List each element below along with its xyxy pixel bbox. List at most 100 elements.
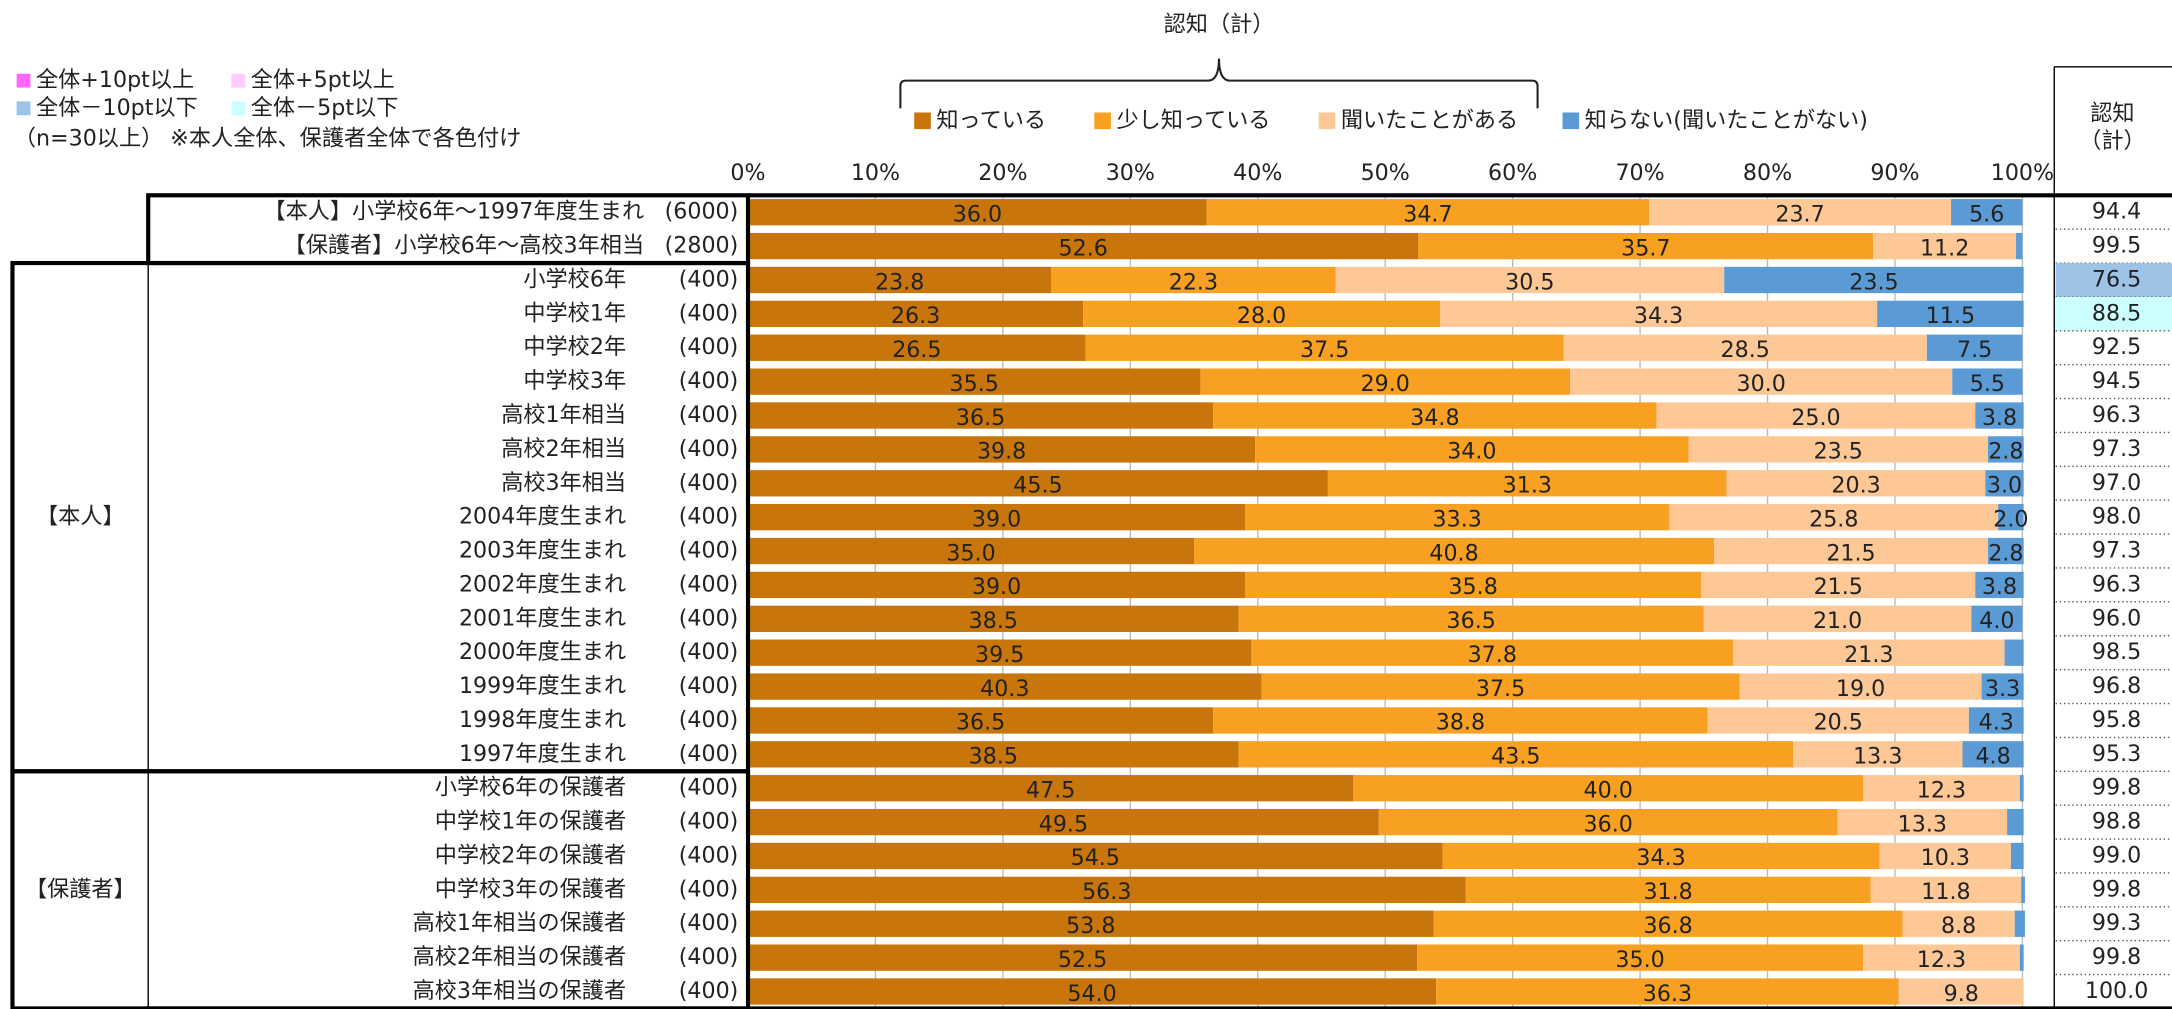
bar-segment xyxy=(1669,504,1999,531)
sample-size: (400) xyxy=(679,538,739,564)
bar-segment xyxy=(1703,605,1972,632)
row-label: 2004年度生まれ xyxy=(459,504,626,530)
x-tick-label: 30% xyxy=(1106,160,1155,186)
segment-label: 35.5 xyxy=(950,371,999,397)
x-tick-label: 60% xyxy=(1488,160,1537,186)
row-label: 【保護者】小学校6年～高校3年相当 xyxy=(284,233,645,259)
sample-size: (6000) xyxy=(665,199,739,225)
segment-label: 35.7 xyxy=(1621,235,1670,261)
segment-label: 3.8 xyxy=(1982,574,2017,600)
bar-segment xyxy=(748,504,1246,531)
total-value: 96.3 xyxy=(2092,571,2141,597)
bar-segment xyxy=(1688,436,1988,463)
sample-size: (400) xyxy=(679,402,739,428)
bar-segment xyxy=(748,470,1328,497)
x-tick-label: 80% xyxy=(1743,160,1792,186)
total-header: （計） xyxy=(2079,128,2145,154)
segment-label: 13.3 xyxy=(1853,744,1902,770)
segment-label: 34.0 xyxy=(1447,439,1496,465)
sample-size: (400) xyxy=(679,436,739,462)
bar-segment xyxy=(1353,775,1864,802)
segment-label: 4.3 xyxy=(1979,710,2014,736)
bar-segment xyxy=(1701,571,1976,599)
segment-label: 11.8 xyxy=(1921,879,1970,905)
row-label: 中学校2年 xyxy=(523,334,626,360)
segment-label: 3.0 xyxy=(1987,473,2022,499)
segment-label: 12.3 xyxy=(1917,777,1966,803)
sample-size: (400) xyxy=(679,334,739,360)
bar-segment xyxy=(1952,368,2023,395)
bar-segment xyxy=(1707,707,1969,734)
group-label: 【本人】 xyxy=(36,504,125,530)
bar-segment xyxy=(1433,910,1903,937)
segment-label: 25.0 xyxy=(1791,405,1840,431)
legend-swatch xyxy=(914,112,931,130)
total-value: 76.5 xyxy=(2092,266,2141,292)
segment-label: 26.5 xyxy=(892,337,941,363)
bar-segment xyxy=(1733,639,2005,666)
row-label: 高校1年相当の保護者 xyxy=(413,910,627,936)
bar-segment xyxy=(748,978,1437,1005)
bar-segment xyxy=(1327,470,1727,497)
bar-segment xyxy=(1987,436,2024,463)
bar-segment xyxy=(1863,775,2020,802)
sample-size: (400) xyxy=(679,300,739,326)
highlight-swatch xyxy=(231,73,246,88)
bar-segment xyxy=(1981,673,2024,700)
x-tick-label: 100% xyxy=(1991,160,2054,186)
segment-label: 21.5 xyxy=(1826,540,1875,566)
bar-segment xyxy=(1194,537,1714,565)
x-tick-label: 20% xyxy=(978,160,1027,186)
bar-segment xyxy=(748,808,1379,836)
segment-label: 54.5 xyxy=(1071,845,1120,871)
segment-label: 36.3 xyxy=(1643,981,1692,1007)
segment-label: 36.5 xyxy=(956,710,1005,736)
bar-segment xyxy=(1971,605,2023,632)
segment-label: 56.3 xyxy=(1082,879,1131,905)
segment-label: 29.0 xyxy=(1361,371,1410,397)
segment-label: 21.3 xyxy=(1844,642,1893,668)
total-highlight xyxy=(2055,296,2172,331)
segment-label: 2.8 xyxy=(1988,540,2023,566)
bar-segment xyxy=(2019,775,2024,802)
segment-label: 54.0 xyxy=(1067,981,1116,1007)
bar-segment xyxy=(1656,402,1976,429)
bar-segment xyxy=(748,876,1466,904)
total-highlight xyxy=(2055,263,2172,297)
segment-label: 23.5 xyxy=(1849,269,1898,295)
sample-size: (400) xyxy=(679,470,739,496)
sample-size: (400) xyxy=(679,741,739,767)
bar-segment xyxy=(1793,741,1963,768)
bar-segment xyxy=(748,571,1246,599)
bracket xyxy=(899,58,1539,109)
segment-label: 35.0 xyxy=(1615,947,1664,973)
row-label: 中学校1年 xyxy=(523,300,626,326)
bar-segment xyxy=(748,944,1418,971)
total-value: 94.4 xyxy=(2092,199,2141,225)
sample-size: (400) xyxy=(679,978,739,1004)
segment-label: 36.0 xyxy=(953,201,1002,227)
x-tick-label: 10% xyxy=(851,160,900,186)
segment-label: 36.8 xyxy=(1643,913,1692,939)
row-label: 2003年度生まれ xyxy=(459,538,626,564)
segment-label: 11.5 xyxy=(1926,303,1975,329)
bar-segment xyxy=(1436,978,1899,1005)
segment-label: 5.5 xyxy=(1970,371,2005,397)
legend-swatch xyxy=(1094,112,1111,130)
row-label: 中学校3年の保護者 xyxy=(435,876,626,902)
segment-label: 3.8 xyxy=(1982,405,2017,431)
total-value: 97.3 xyxy=(2092,538,2141,564)
segment-label: 7.5 xyxy=(1957,337,1992,363)
total-value: 99.3 xyxy=(2092,910,2141,936)
segment-label: 34.8 xyxy=(1410,405,1459,431)
segment-label: 39.0 xyxy=(972,506,1021,532)
bar-segment xyxy=(748,639,1252,666)
sample-size: (400) xyxy=(679,842,739,868)
bar-segment xyxy=(1378,808,1838,836)
bar-segment xyxy=(1417,944,1864,971)
segment-label: 4.0 xyxy=(1979,608,2014,634)
total-header: 認知 xyxy=(2090,100,2134,126)
x-tick-label: 90% xyxy=(1870,160,1919,186)
sample-size: (400) xyxy=(679,775,739,801)
segment-label: 38.5 xyxy=(969,744,1018,770)
